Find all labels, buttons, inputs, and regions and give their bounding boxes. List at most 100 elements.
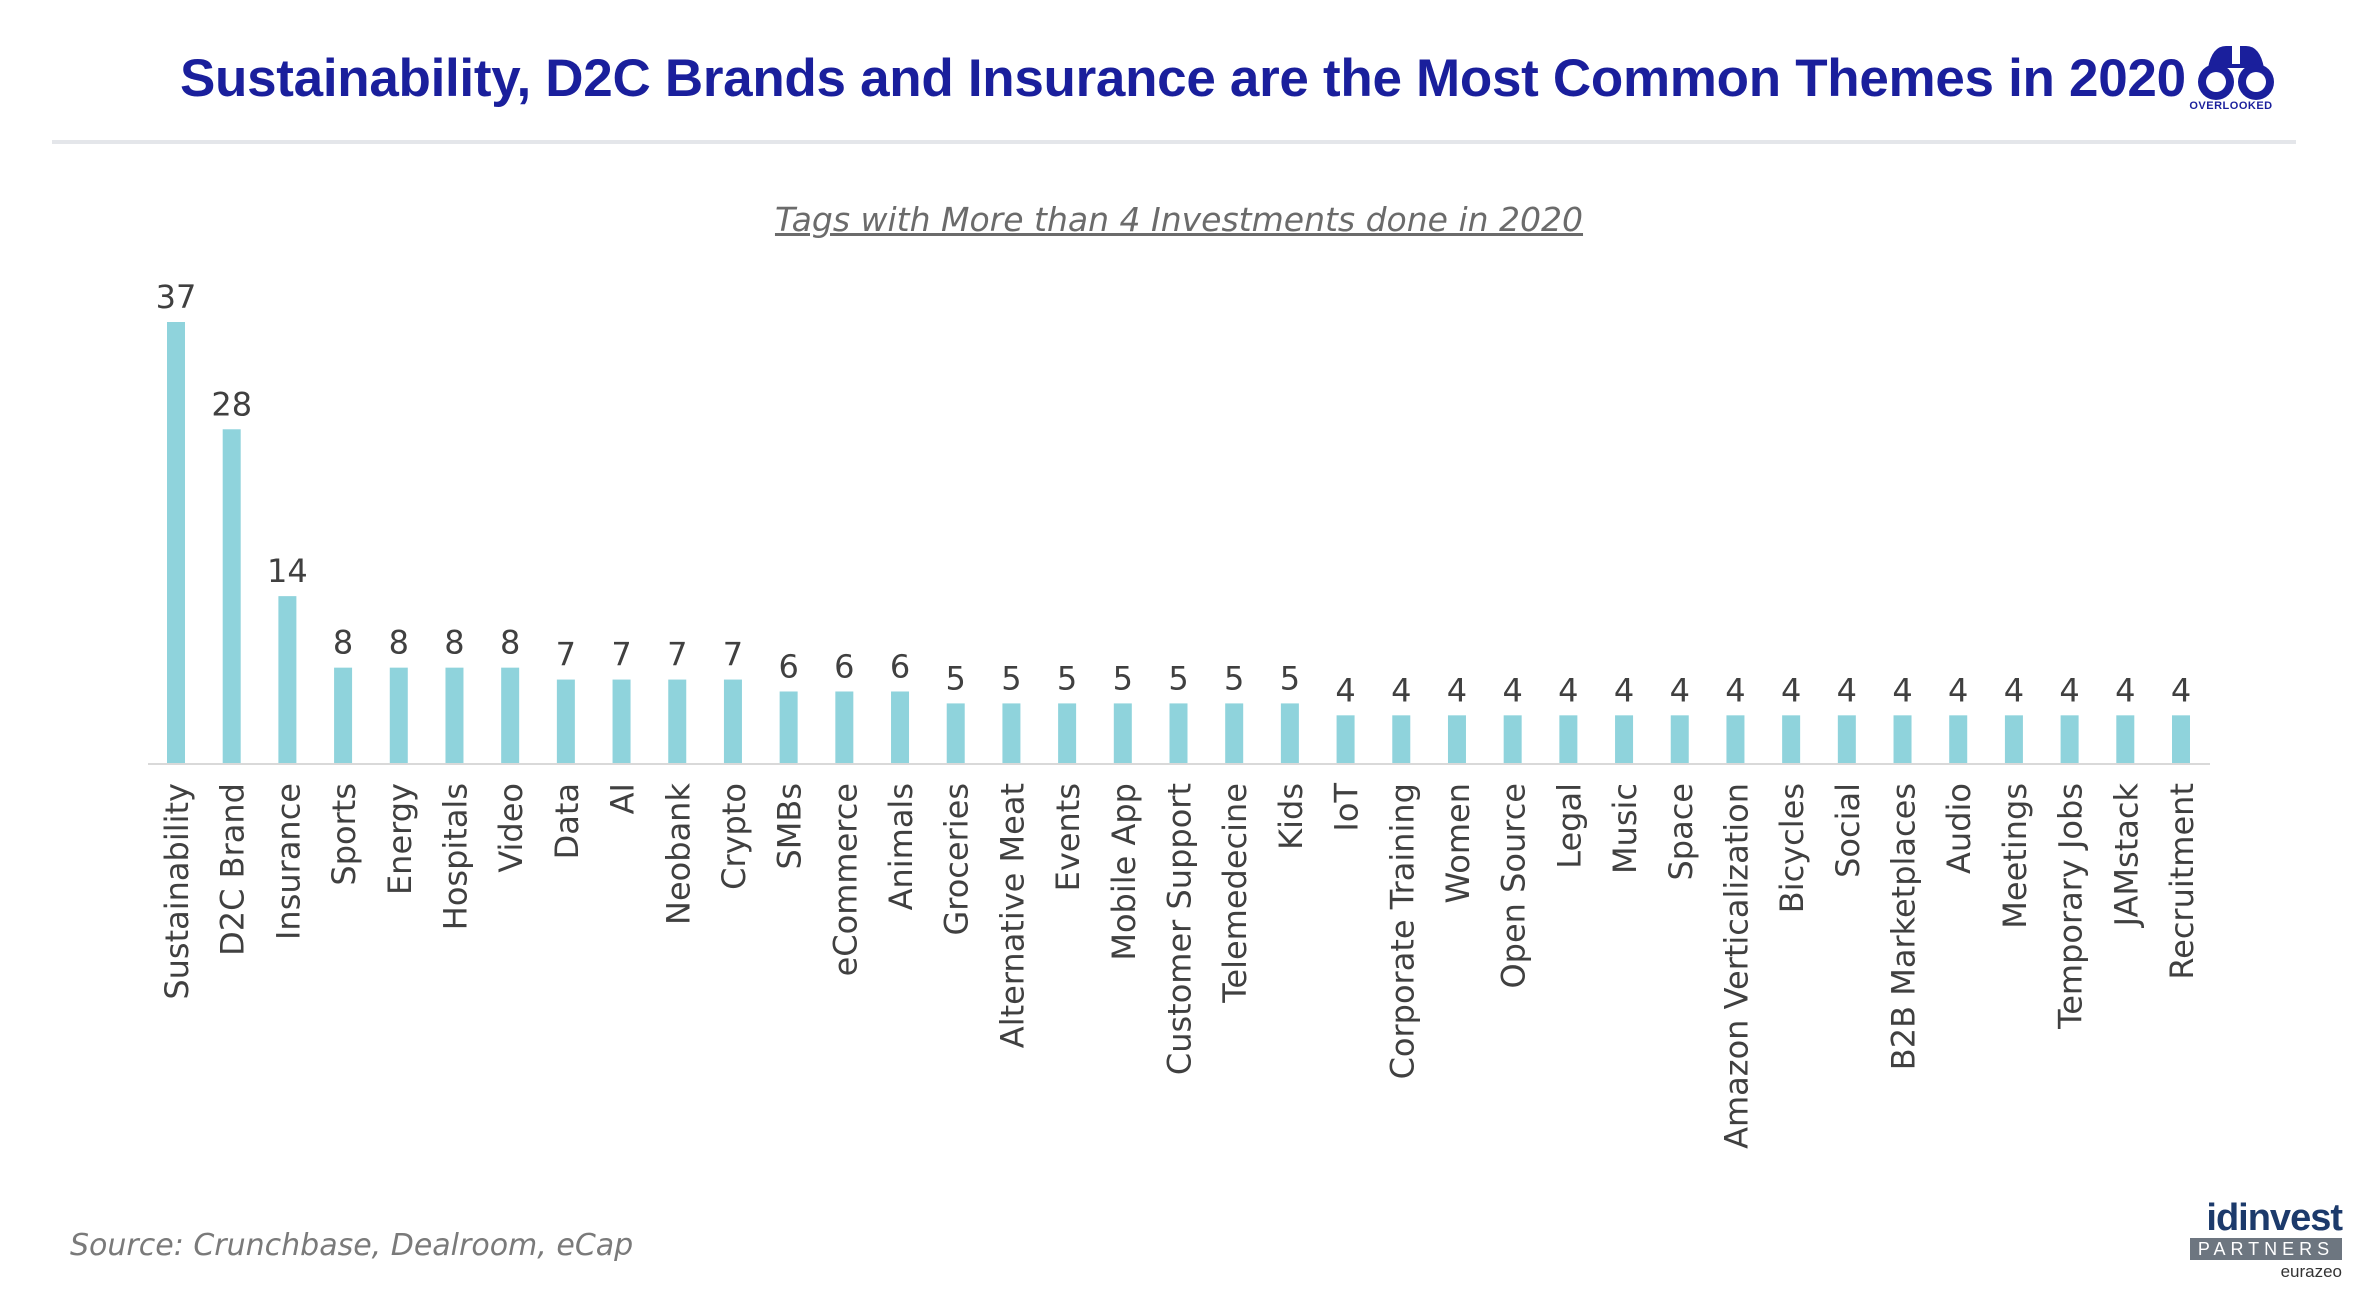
category-label: Sustainability: [158, 783, 196, 1000]
data-label: 4: [1781, 671, 1801, 709]
data-label: 5: [1224, 659, 1244, 697]
category-label: Open Source: [1495, 783, 1533, 989]
bar: [1002, 703, 1021, 763]
category-label: Temporary Jobs: [2052, 783, 2090, 1030]
category-label: Meetings: [1996, 783, 2034, 929]
category-label: Energy: [381, 783, 419, 895]
bar: [2116, 715, 2135, 763]
category-label: Music: [1606, 783, 1644, 874]
bar: [222, 429, 241, 763]
idinvest-logo-eurazeo: eurazeo: [2280, 1262, 2342, 1281]
bar: [612, 679, 631, 763]
bar: [445, 667, 464, 763]
bar: [167, 322, 185, 763]
page-title: Sustainability, D2C Brands and Insurance…: [180, 49, 2186, 108]
bar: [1336, 715, 1355, 763]
data-label: 4: [2059, 671, 2079, 709]
category-label: Space: [1662, 783, 1700, 881]
chart-subtitle: Tags with More than 4 Investments done i…: [774, 200, 1584, 239]
category-label: Alternative Meat: [993, 783, 1031, 1048]
bar: [1726, 715, 1745, 763]
category-label: Mobile App: [1105, 783, 1143, 961]
bar: [1225, 703, 1244, 763]
category-label: Telemedecine: [1216, 783, 1254, 1004]
bar: [1559, 715, 1578, 763]
data-label: 8: [333, 624, 353, 662]
data-label: 4: [2004, 671, 2024, 709]
data-label: 4: [1335, 671, 1355, 709]
category-label: Crypto: [715, 783, 753, 890]
category-label: Groceries: [938, 783, 976, 936]
category-label: AI: [604, 783, 642, 814]
bar: [668, 679, 687, 763]
bar: [2172, 715, 2190, 763]
bar: [891, 691, 910, 763]
category-label: Kids: [1272, 783, 1310, 850]
category-label: JAMstack: [2107, 783, 2145, 929]
bar: [946, 703, 965, 763]
category-label: Women: [1439, 783, 1477, 903]
data-label: 37: [156, 278, 197, 316]
bar: [501, 667, 520, 763]
source-note: Source: Crunchbase, Dealroom, eCap: [70, 1228, 634, 1263]
data-label: 4: [1502, 671, 1522, 709]
category-label: D2C Brand: [214, 783, 252, 956]
category-label: Customer Support: [1161, 783, 1199, 1075]
category-label: IoT: [1328, 783, 1366, 832]
category-label: Social: [1829, 783, 1867, 878]
category-label: Bicycles: [1773, 783, 1811, 913]
bar: [835, 691, 854, 763]
category-label: B2B Marketplaces: [1885, 783, 1923, 1070]
bar: [1503, 715, 1522, 763]
category-label: Corporate Training: [1383, 783, 1421, 1079]
bar: [779, 691, 798, 763]
bar: [1058, 703, 1077, 763]
bar: [1893, 715, 1912, 763]
data-label: 4: [1558, 671, 1578, 709]
data-label: 5: [1280, 659, 1300, 697]
bar: [1615, 715, 1634, 763]
category-label: Recruitment: [2163, 783, 2201, 980]
category-label: Neobank: [659, 783, 697, 925]
bar: [1447, 715, 1466, 763]
category-label: Insurance: [269, 783, 307, 940]
bar: [389, 667, 408, 763]
data-label: 8: [389, 624, 409, 662]
data-label: 4: [1614, 671, 1634, 709]
bar: [1949, 715, 1968, 763]
category-label: Animals: [882, 783, 920, 910]
data-label: 4: [2171, 671, 2191, 709]
idinvest-logo-partners: PARTNERS: [2190, 1238, 2342, 1260]
bar: [1392, 715, 1411, 763]
idinvest-logo-name: idinvest: [2206, 1197, 2343, 1239]
data-label: 5: [946, 659, 966, 697]
category-label: SMBs: [771, 783, 809, 870]
bar: [1280, 703, 1299, 763]
data-label: 4: [2115, 671, 2135, 709]
binoculars-logo-icon: [2198, 46, 2274, 100]
category-label: Amazon Verticalization: [1717, 783, 1755, 1149]
data-label: 5: [1168, 659, 1188, 697]
data-label: 28: [211, 385, 252, 423]
bar: [2060, 715, 2079, 763]
data-label: 4: [1837, 671, 1857, 709]
data-label: 5: [1057, 659, 1077, 697]
category-label: eCommerce: [826, 783, 864, 976]
bar: [1782, 715, 1801, 763]
category-label: Legal: [1550, 783, 1588, 869]
category-label: Events: [1049, 783, 1087, 891]
bar: [278, 596, 297, 763]
data-label: 7: [723, 636, 743, 674]
data-label: 7: [556, 636, 576, 674]
data-label: 5: [1113, 659, 1133, 697]
data-label: 6: [834, 647, 854, 685]
bar: [1113, 703, 1132, 763]
bar: [723, 679, 742, 763]
idinvest-logo: idinvest PARTNERS eurazeo: [2182, 1197, 2343, 1288]
data-label: 4: [1948, 671, 1968, 709]
data-label: 5: [1001, 659, 1021, 697]
category-label: Sports: [325, 783, 363, 886]
data-label: 6: [778, 647, 798, 685]
header-divider: [52, 140, 2296, 144]
